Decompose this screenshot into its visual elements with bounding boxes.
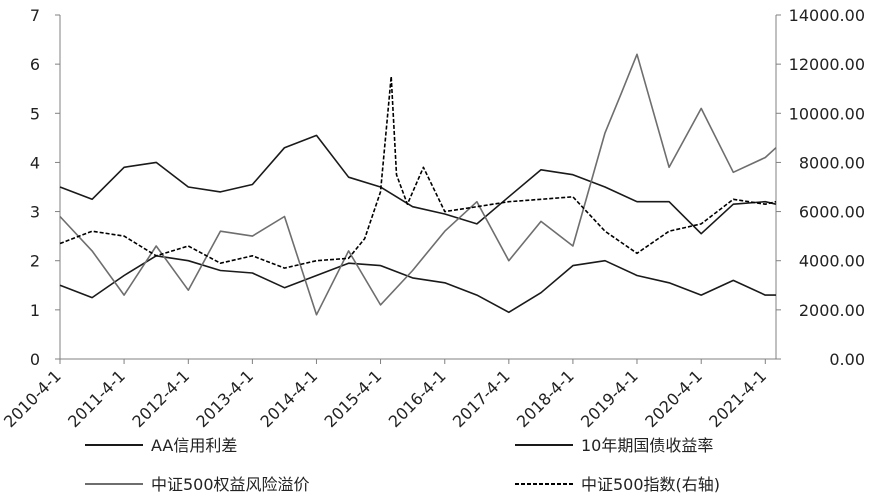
left-tick-label: 4 [30, 153, 40, 172]
axes: 0 1 2 3 4 5 6 7 0.00 2000.00 4000.00 6000.00 8000.00… [0, 6, 865, 431]
x-tick-label: 2016-4-1 [385, 366, 450, 431]
left-tick-label: 5 [30, 104, 40, 123]
x-tick-label: 2010-4-1 [0, 366, 65, 431]
series-line-1 [59, 255, 776, 314]
x-tick-label: 2014-4-1 [256, 366, 321, 431]
right-tick-label: 14000.00 [789, 6, 865, 25]
series-line-3 [59, 53, 777, 316]
left-tick-label: 1 [30, 301, 40, 320]
legend-label-1: AA信用利差 [151, 436, 237, 455]
left-tick-label: 7 [30, 6, 40, 25]
left-tick-label: 2 [30, 252, 40, 271]
legend-label-2: 10年期国债收益率 [581, 436, 713, 455]
left-tick-label: 0 [30, 350, 40, 369]
legend-label-3: 中证500权益风险溢价 [151, 475, 310, 494]
right-tick-label: 8000.00 [799, 153, 865, 172]
right-tick-label: 10000.00 [789, 104, 865, 123]
series-line-2 [59, 134, 777, 235]
x-tick-label: 2017-4-1 [449, 366, 514, 431]
series-layer [59, 53, 777, 316]
legend-label-4: 中证500指数(右轴) [581, 475, 720, 494]
x-tick-label: 2015-4-1 [321, 366, 386, 431]
right-tick-label: 6000.00 [799, 203, 865, 222]
right-tick-label: 0.00 [829, 350, 865, 369]
x-tick-label: 2019-4-1 [577, 366, 642, 431]
x-tick-label: 2011-4-1 [64, 366, 129, 431]
x-tick-label: 2012-4-1 [128, 366, 193, 431]
x-tick-label: 2020-4-1 [641, 366, 706, 431]
left-tick-label: 3 [30, 203, 40, 222]
x-tick-label: 2021-4-1 [705, 366, 770, 431]
left-tick-label: 6 [30, 55, 40, 74]
right-tick-label: 2000.00 [799, 301, 865, 320]
right-tick-label: 4000.00 [799, 252, 865, 271]
right-tick-label: 12000.00 [789, 55, 865, 74]
x-tick-label: 2013-4-1 [192, 366, 257, 431]
x-tick-label: 2018-4-1 [513, 366, 578, 431]
series-line-4 [59, 75, 777, 269]
